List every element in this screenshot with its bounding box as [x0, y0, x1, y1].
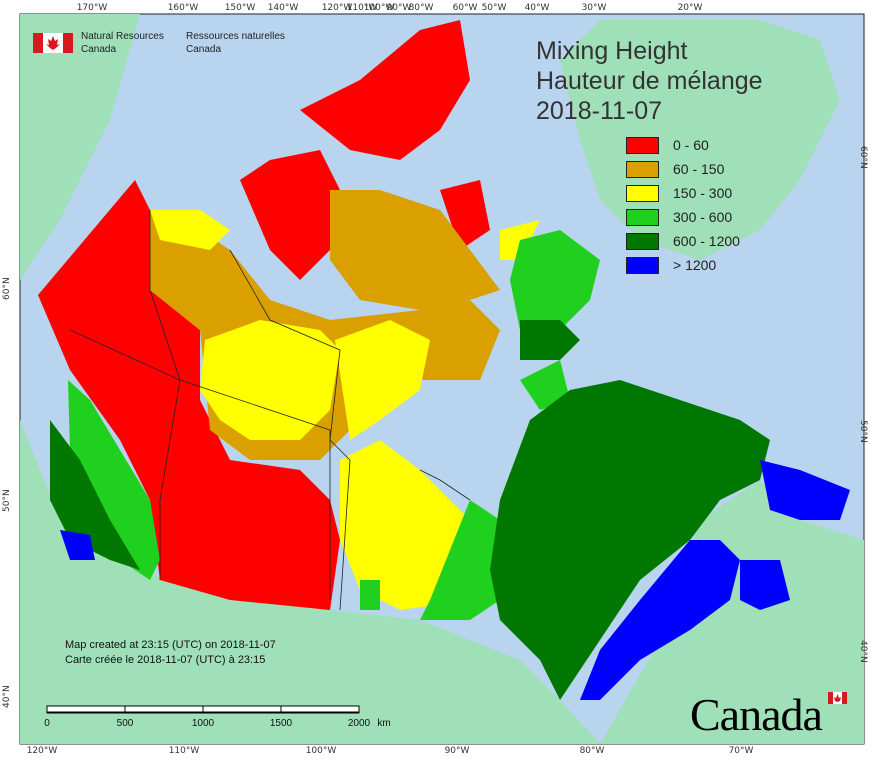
tick-bottom: 110°W	[168, 746, 200, 756]
tick-top: 40°W	[524, 3, 550, 13]
title-date: 2018-11-07	[536, 97, 663, 125]
title-french: Hauteur de mélange	[536, 67, 763, 95]
tick-right: 50°N	[858, 420, 868, 443]
legend: 0 - 60 60 - 150 150 - 300 300 - 600 600 - 12…	[626, 133, 740, 277]
tick-top: 20°W	[677, 3, 703, 13]
tick-top: 100°W	[363, 3, 395, 13]
legend-item: 600 - 1200	[626, 229, 740, 253]
scale-label: 1500	[269, 718, 293, 729]
agency-name-en: Natural Resources Canada	[81, 30, 164, 56]
legend-item: 300 - 600	[626, 205, 740, 229]
tick-bottom: 120°W	[26, 746, 58, 756]
credits: Map created at 23:15 (UTC) on 2018-11-07…	[65, 638, 276, 668]
legend-swatch	[626, 208, 659, 226]
zone-blue	[60, 460, 850, 700]
scale-label: 2000	[347, 718, 371, 729]
legend-item: 60 - 150	[626, 157, 740, 181]
legend-swatch	[626, 256, 659, 274]
provincial-borders	[69, 210, 471, 611]
scale-label: 0	[44, 718, 50, 729]
tick-top: 160°W	[167, 3, 199, 13]
legend-label: > 1200	[673, 257, 717, 273]
tick-bottom: 70°W	[728, 746, 754, 756]
tick-top: 150°W	[224, 3, 256, 13]
zone-yellow	[150, 210, 540, 610]
title-english: Mixing Height	[536, 37, 688, 65]
tick-top: 120°W	[321, 3, 353, 13]
tick-top: 140°W	[267, 3, 299, 13]
legend-label: 0 - 60	[673, 137, 709, 153]
zone-red	[38, 20, 490, 610]
zone-lightgreen	[68, 230, 600, 620]
agency-name-en-line2: Canada	[81, 44, 117, 55]
legend-swatch	[626, 136, 659, 154]
scale-label: 500	[116, 718, 134, 729]
tick-left: 40°N	[2, 685, 12, 708]
tick-top: 170°W	[76, 3, 108, 13]
map-title: Mixing Height Hauteur de mélange 2018-11…	[536, 36, 763, 126]
legend-item: > 1200	[626, 253, 740, 277]
tick-bottom: 90°W	[444, 746, 470, 756]
legend-label: 60 - 150	[673, 161, 725, 177]
tick-top: 80°W	[408, 3, 434, 13]
agency-name-fr-line1: Ressources naturelles	[186, 31, 285, 42]
tick-right: 40°N	[858, 640, 868, 663]
tick-right: 60°N	[858, 146, 868, 169]
agency-name-fr-line2: Canada	[186, 44, 222, 55]
tick-top: 50°W	[481, 3, 507, 13]
wordmark-flag-icon	[828, 692, 847, 704]
legend-item: 150 - 300	[626, 181, 740, 205]
canada-wordmark: Canada	[690, 689, 823, 740]
legend-swatch	[626, 160, 659, 178]
nrcan-flag-icon	[33, 33, 73, 53]
scale-unit: km	[377, 718, 391, 729]
land-outside	[20, 14, 864, 744]
legend-label: 150 - 300	[673, 185, 733, 201]
tick-top: 60°W	[452, 3, 478, 13]
agency-name-fr: Ressources naturelles Canada	[186, 30, 285, 56]
scale-bar	[46, 705, 360, 714]
agency-name-en-line1: Natural Resources	[81, 31, 164, 42]
scale-label: 1000	[191, 718, 215, 729]
tick-bottom: 80°W	[579, 746, 605, 756]
tick-bottom: 100°W	[305, 746, 337, 756]
legend-item: 0 - 60	[626, 133, 740, 157]
credit-english: Map created at 23:15 (UTC) on 2018-11-07	[65, 639, 276, 651]
tick-top: 90°W	[386, 3, 412, 13]
legend-label: 600 - 1200	[673, 233, 740, 249]
legend-swatch	[626, 232, 659, 250]
legend-label: 300 - 600	[673, 209, 733, 225]
tick-left: 60°N	[2, 277, 12, 300]
tick-top: 110°W	[346, 3, 378, 13]
tick-left: 50°N	[2, 489, 12, 512]
legend-swatch	[626, 184, 659, 202]
credit-french: Carte créée le 2018-11-07 (UTC) à 23:15	[65, 654, 266, 666]
tick-top: 30°W	[581, 3, 607, 13]
